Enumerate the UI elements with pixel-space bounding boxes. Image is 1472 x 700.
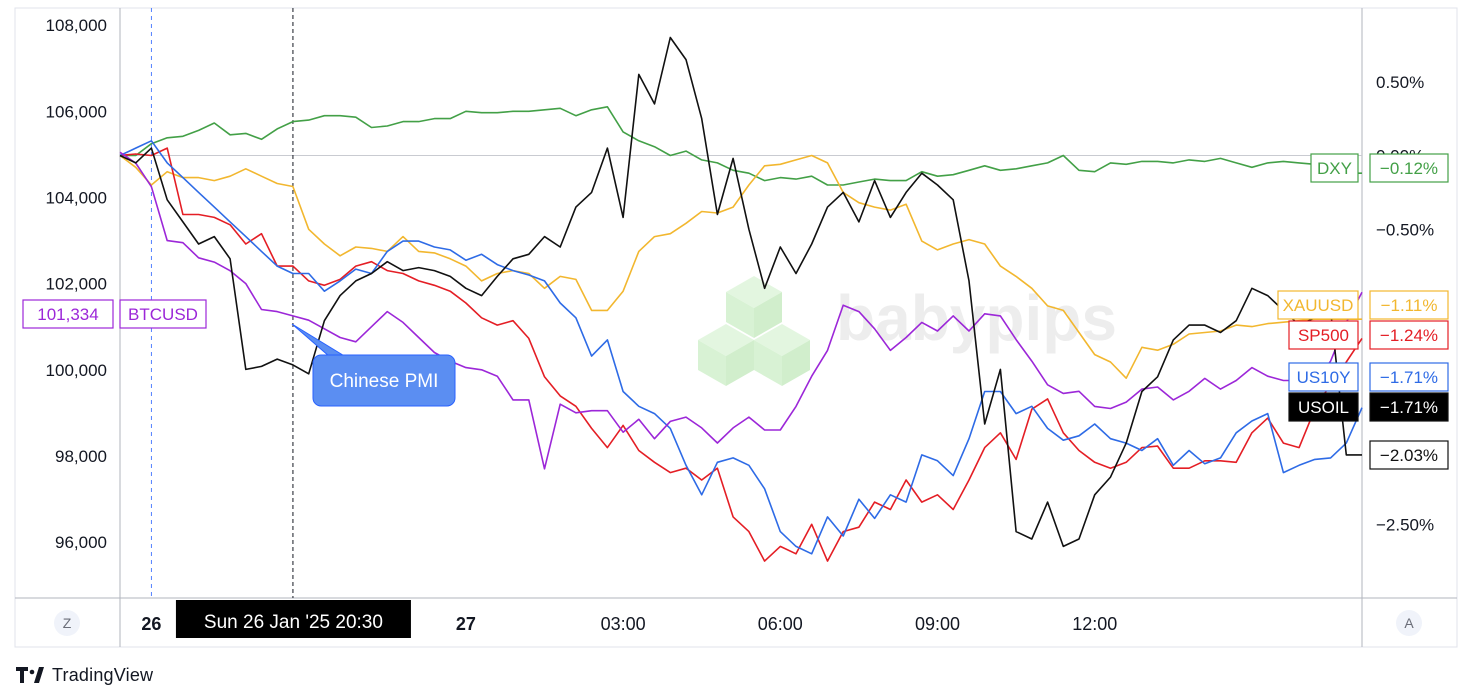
scale-button-z-label: Z [63,615,72,631]
series-line-sp500[interactable] [119,147,1363,562]
series-name-box [1288,320,1359,350]
left-tick-label: 96,000 [55,533,107,552]
watermark-cube-right [754,292,782,338]
scale-button-a-label: A [1404,615,1414,631]
series-tag-sp500[interactable]: SP500 −1.24% [1288,320,1449,350]
scale-button-a[interactable] [1396,610,1422,636]
series-line-dxy[interactable] [120,106,1362,186]
series-value-box [1369,392,1449,422]
series-tag-xauusd[interactable]: XAUUSD −1.11% [1277,290,1449,320]
tradingview-footer[interactable]: TradingView [16,663,153,687]
crosshair-time-box [175,600,411,638]
series-name-label: US10Y [1297,368,1351,387]
watermark-cube-left [698,340,726,386]
annotation-text: Chinese PMI [330,371,439,392]
time-tick-label: 27 [456,614,476,634]
scale-button-z[interactable] [54,610,80,636]
right-tick-label: −0.50% [1376,220,1434,239]
left-tick-label: 100,000 [46,361,107,380]
tradingview-brand: TradingView [52,664,154,685]
right-tick-label: 0.50% [1376,73,1424,92]
series-line-btcusd[interactable] [119,151,1363,470]
watermark-cube-right [726,340,754,386]
tradingview-logo-icon [16,667,44,683]
left-tick-label: 104,000 [46,188,107,207]
watermark-cube-left [726,292,754,338]
series-value-label: −1.11% [1381,296,1438,315]
time-tick-label: 09:00 [915,614,960,634]
btc-symbol-label: BTCUSD [128,305,198,324]
right-tick-label: −2.50% [1376,515,1434,534]
series-value-label: −1.24% [1380,326,1438,345]
crosshair-time-label: Sun 26 Jan '25 20:30 [204,612,383,633]
time-tick-label: 06:00 [758,614,803,634]
usoil-current-box [1369,440,1449,470]
series-name-label: SP500 [1298,326,1349,345]
left-tick-label: 102,000 [46,275,107,294]
series-value-box [1369,153,1449,183]
series-line-us10y[interactable] [119,140,1363,555]
watermark-cube-left [754,340,782,386]
btc-symbol-badge [119,299,207,329]
annotation-pointer [291,323,348,358]
series-name-box [1288,362,1359,392]
left-tick-label: 106,000 [46,102,107,121]
series-tag-usoil[interactable]: USOIL −1.71% [1288,392,1449,422]
usoil-current-label: −2.03% [1380,446,1438,465]
series-name-box [1310,153,1359,183]
chart-frame [14,7,1458,648]
babypips-watermark: babypips [698,276,1117,386]
series-value-box [1369,290,1449,320]
series-name-label: XAUUSD [1283,296,1354,315]
series-tag-dxy[interactable]: DXY −0.12% [1310,153,1449,183]
btc-price-label: 101,334 [37,305,98,324]
series-value-label: −1.71% [1380,398,1438,417]
series-line-usoil[interactable] [119,36,1362,548]
series-value-label: −0.12% [1380,159,1438,178]
time-tick-label: 03:00 [601,614,646,634]
series-name-box [1277,290,1359,320]
series-value-label: −1.71% [1380,368,1438,387]
left-tick-label: 108,000 [46,16,107,35]
series-name-box [1288,392,1359,422]
time-tick-label: 26 [141,614,161,634]
series-value-box [1369,362,1449,392]
time-tick-label: 12:00 [1072,614,1117,634]
series-value-box [1369,320,1449,350]
btc-price-badge [22,299,114,329]
series-name-label: USOIL [1298,398,1349,417]
annotation-box [312,354,456,407]
watermark-cube-right [782,340,810,386]
left-tick-label: 98,000 [55,447,107,466]
annotation-callout[interactable]: Chinese PMI [291,323,456,407]
series-tag-us10y[interactable]: US10Y −1.71% [1288,362,1449,392]
series-name-label: DXY [1317,159,1352,178]
